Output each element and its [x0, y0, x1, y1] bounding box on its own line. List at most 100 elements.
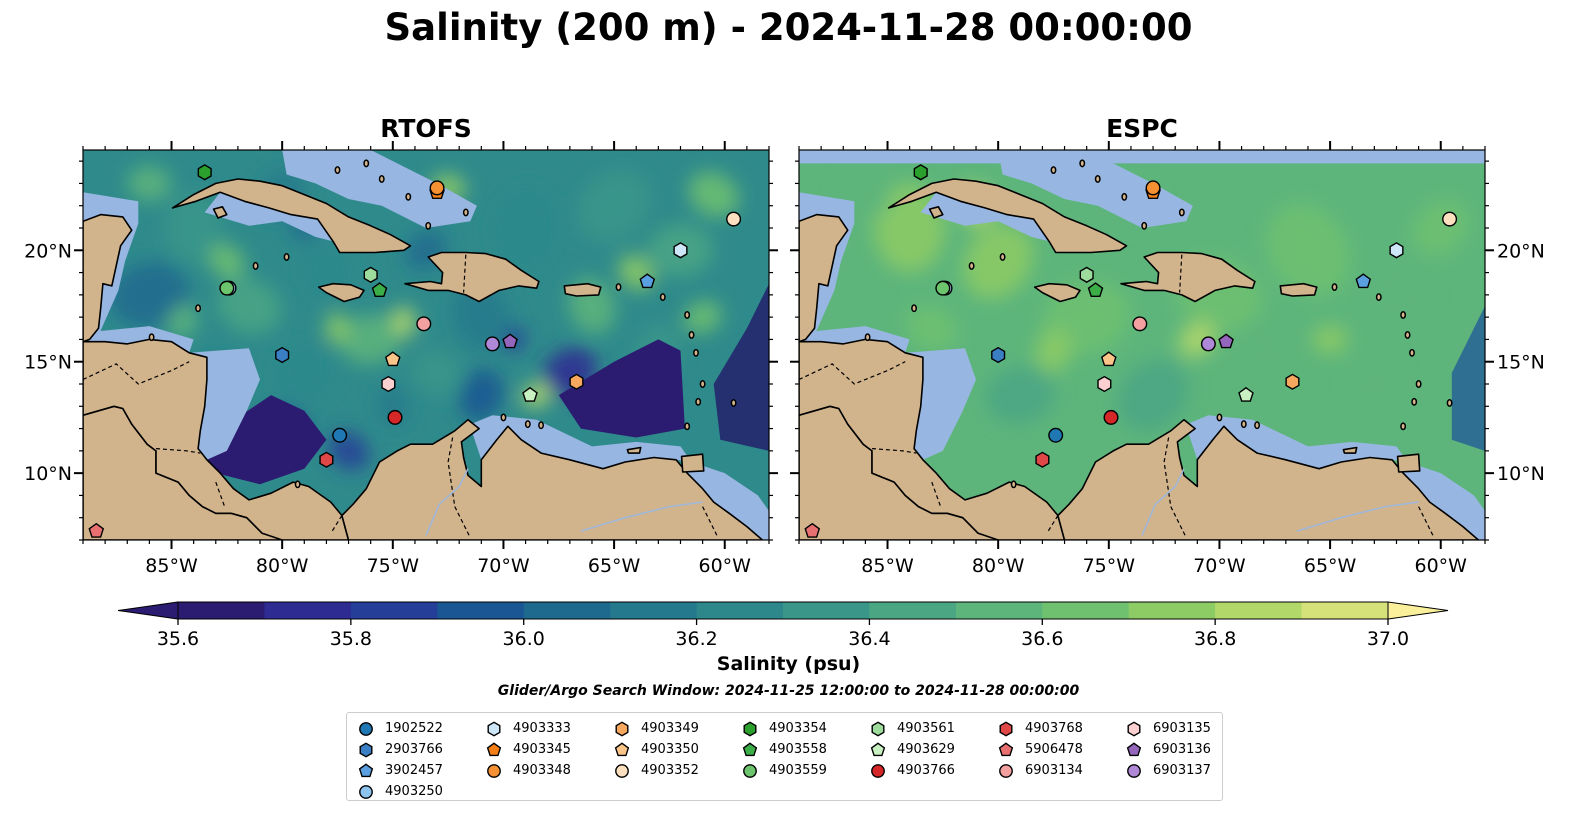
legend-marker-4903558: [742, 741, 758, 756]
espc-trinidad-island: [1396, 453, 1421, 473]
legend-item-1902522: 1902522: [357, 718, 443, 739]
rtofs-eddy: [411, 350, 463, 396]
espc-lon-tick-label: 80°W: [972, 555, 1025, 577]
rtofs-eddy: [459, 369, 504, 422]
legend-label: 4903768: [1025, 721, 1083, 736]
legend-column: 4903354 4903558 4903559: [741, 718, 827, 781]
espc-shelf-yucatan: [799, 192, 855, 342]
legend-label: 4903349: [641, 721, 699, 736]
espc-float-6903135: [1097, 375, 1112, 393]
legend-marker-4903345: [486, 741, 502, 756]
legend-label: 6903136: [1153, 742, 1211, 757]
rtofs-small-island: [699, 380, 706, 388]
colorbar-label: Salinity (psu): [716, 653, 861, 675]
espc-eddy: [1265, 204, 1351, 297]
hexagon-marker-icon: [487, 720, 501, 737]
rtofs-river: [425, 468, 469, 536]
rtofs-jamaica-island: [317, 282, 365, 303]
espc-eddy: [985, 366, 1056, 424]
espc-small-island: [1404, 331, 1411, 339]
rtofs-small-island: [615, 283, 622, 292]
rtofs-small-island: [294, 480, 301, 489]
espc-small-island: [1415, 380, 1422, 388]
espc-border-line: [1418, 506, 1435, 539]
colorbar-tick-label: 36.2: [675, 628, 717, 650]
rtofs-float-4903766: [387, 409, 403, 425]
espc-small-island: [1400, 422, 1407, 431]
espc-eddy: [1117, 358, 1189, 432]
colorbar-tick-label: 36.6: [1021, 628, 1063, 650]
legend-label: 3902457: [385, 763, 443, 778]
legend-item-4903561: 4903561: [869, 718, 955, 739]
espc-river: [1141, 468, 1185, 536]
colorbar-bin: [696, 602, 784, 619]
rtofs-float-5906478: [88, 522, 105, 538]
rtofs-eddy: [493, 188, 558, 268]
espc-lat-tick-label: 15°N: [1497, 352, 1545, 374]
espc-lon-tick-label: 75°W: [1083, 555, 1136, 577]
legend-marker-4903349: [615, 720, 629, 737]
rtofs-lat-tick-label: 20°N: [24, 240, 72, 262]
espc-float-6903136: [1218, 333, 1234, 349]
legend-item-5906478: 5906478: [997, 739, 1083, 760]
espc-puerto-rico-island: [1279, 282, 1318, 297]
circle-marker-icon: [487, 763, 501, 778]
legend-marker-4903561: [871, 720, 885, 737]
espc-float-4903629: [1238, 386, 1254, 402]
espc-margarita-island: [1342, 446, 1358, 454]
espc-float-2903766: [991, 346, 1006, 364]
rtofs-border-line: [702, 506, 719, 539]
pentagon-marker-icon: [742, 741, 758, 756]
legend-item-4903345: 4903345: [485, 739, 571, 760]
colorbar-bin: [1042, 602, 1130, 619]
espc-small-island: [1178, 208, 1185, 217]
rtofs-small-island: [252, 261, 259, 270]
colorbar-bin: [610, 602, 698, 619]
rtofs-shelf-guyana: [687, 462, 769, 540]
espc-float-4903768: [1035, 451, 1050, 468]
espc-lon-tick-label: 85°W: [861, 555, 914, 577]
espc-float-4903333: [1389, 242, 1404, 259]
legend-item-2903766: 2903766: [357, 739, 443, 760]
float-legend: 1902522 2903766 3902457 4903250 4903333 49033…: [346, 712, 1223, 801]
rtofs-float-4903629: [522, 386, 538, 402]
espc-float-4903354: [913, 164, 928, 181]
rtofs-float-4903350: [384, 351, 401, 367]
rtofs-shelf-yucatan: [83, 192, 139, 342]
colorbar-tick-label: 36.8: [1194, 628, 1236, 650]
rtofs-eddy: [339, 314, 402, 365]
espc-float-5906478: [804, 522, 821, 538]
rtofs-small-island: [538, 421, 545, 430]
rtofs-border-line: [155, 448, 201, 454]
espc-float-4903348: [1145, 180, 1161, 196]
espc-float-4903559: [935, 280, 951, 296]
hexagon-marker-icon: [999, 720, 1013, 737]
legend-label: 4903558: [769, 742, 827, 757]
legend-marker-4903559: [743, 763, 757, 778]
legend-marker-4903350: [614, 741, 630, 756]
rtofs-small-island: [659, 293, 666, 302]
legend-column: 4903349 4903350 4903352: [613, 718, 699, 781]
colorbar-bin: [1128, 602, 1216, 619]
circle-marker-icon: [871, 763, 885, 778]
espc-small-island: [911, 304, 918, 313]
espc-jamaica-island: [1033, 282, 1081, 303]
espc-small-island: [1094, 175, 1101, 183]
espc-float-6903137: [1200, 336, 1216, 352]
espc-small-island: [1141, 221, 1148, 230]
espc-float-4903349: [1285, 373, 1300, 390]
espc-small-island: [1050, 166, 1057, 175]
rtofs-deep-east: [558, 339, 685, 438]
legend-item-6903136: 6903136: [1125, 739, 1211, 760]
espc-small-island: [864, 333, 871, 342]
legend-marker-6903136: [1126, 741, 1142, 756]
rtofs-lat-tick-label: 10°N: [24, 463, 72, 485]
espc-small-island: [1331, 283, 1338, 292]
panel-title-rtofs: RTOFS: [380, 114, 472, 143]
espc-shelf-cuba-south: [920, 192, 1050, 242]
espc-small-island: [1254, 421, 1261, 430]
espc-float-4903766: [1103, 409, 1119, 425]
espc-border-line: [871, 448, 917, 454]
rtofs-float-4903558: [371, 282, 388, 298]
